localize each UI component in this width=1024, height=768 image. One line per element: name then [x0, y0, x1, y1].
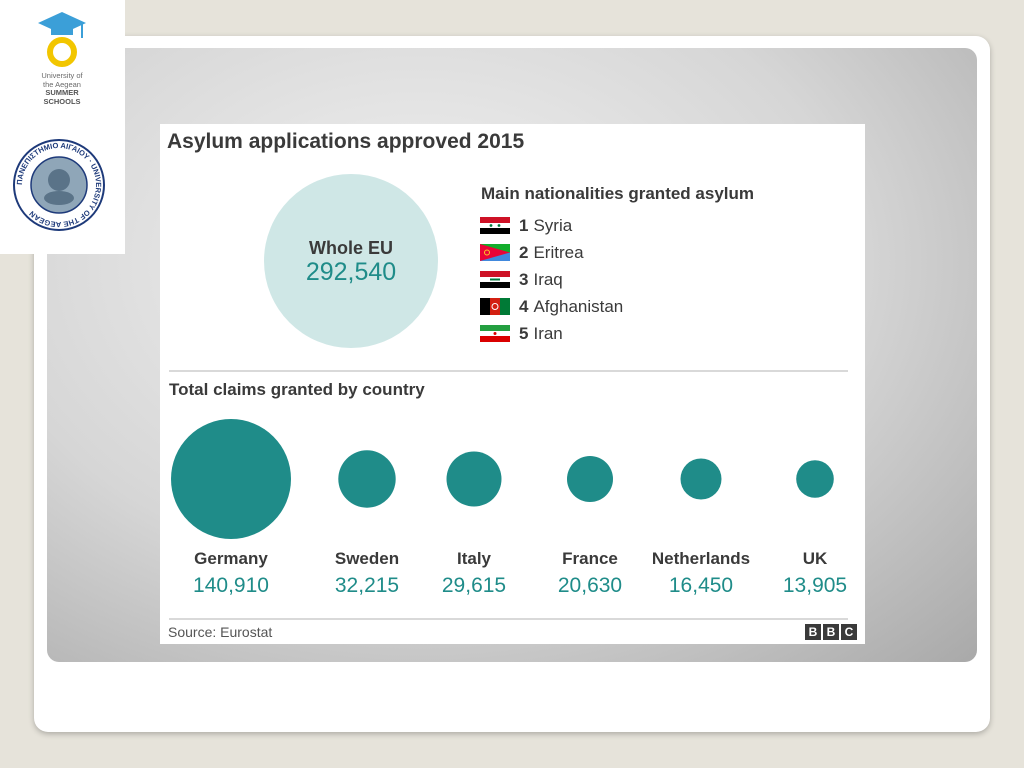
country-value-label: 20,630 [557, 574, 623, 597]
country-bubble [567, 456, 613, 502]
afghanistan-flag-icon [480, 298, 510, 315]
summer-schools-text: University of the Aegean SUMMER SCHOOLS [22, 71, 102, 106]
logo-panel: University of the Aegean SUMMER SCHOOLS … [0, 0, 125, 254]
country-name-label: Italy [456, 549, 492, 568]
nationality-name: Syria [533, 215, 573, 235]
country-bubble [171, 419, 291, 539]
section-divider [169, 370, 848, 372]
country-bubble [446, 451, 502, 507]
syria-flag-icon [480, 217, 510, 234]
country-value-label: 13,905 [782, 574, 848, 597]
country-name-label: UK [802, 549, 828, 568]
country-name-label: Germany [194, 549, 268, 568]
country-name-label: Sweden [334, 549, 400, 568]
eritrea-flag-icon [480, 244, 510, 261]
nationality-item: 2 Eritrea [480, 239, 623, 266]
nationality-rank: 2 [519, 242, 529, 262]
bbc-logo: B B C [803, 624, 857, 640]
nationalities-list: 1 Syria 2 Eritrea 3 Iraq 4 Afgha [480, 212, 623, 347]
nationality-item: 4 Afghanistan [480, 293, 623, 320]
country-value-label: 32,215 [334, 574, 400, 597]
iraq-flag-icon [480, 271, 510, 288]
nationality-item: 1 Syria [480, 212, 623, 239]
nationality-item: 3 Iraq [480, 266, 623, 293]
country-bubble [338, 450, 396, 508]
graduation-cap-icon [38, 12, 86, 67]
asylum-infographic: Asylum applications approved 2015 Whole … [160, 124, 865, 644]
summer-schools-logo: University of the Aegean SUMMER SCHOOLS [22, 8, 102, 120]
nationality-name: Afghanistan [533, 296, 624, 316]
bbc-logo-letter: B [805, 624, 821, 640]
iran-flag-icon [480, 325, 510, 342]
country-name-label: Netherlands [651, 549, 751, 568]
logo-program-line-1: SUMMER [45, 88, 79, 97]
country-name-label: France [562, 549, 618, 568]
bbc-logo-letter: B [823, 624, 839, 640]
nationality-name: Iran [533, 323, 563, 343]
nationalities-heading: Main nationalities granted asylum [481, 184, 755, 203]
country-value-label: 16,450 [668, 574, 734, 597]
bbc-logo-letter: C [841, 624, 857, 640]
whole-eu-bubble: Whole EU 292,540 [264, 174, 438, 348]
country-value-label: 29,615 [441, 574, 507, 597]
source-note: Source: Eurostat [168, 624, 273, 640]
nationality-rank: 3 [519, 269, 529, 289]
country-bubbles [171, 419, 834, 539]
logo-university-line-2: the Aegean [43, 79, 81, 89]
nationality-rank: 1 [519, 215, 529, 235]
nationality-rank: 5 [519, 323, 529, 343]
country-value-label: 140,910 [193, 574, 269, 597]
logo-program-line-2: SCHOOLS [43, 96, 81, 106]
claims-heading: Total claims granted by country [169, 380, 425, 399]
country-bubble [796, 460, 834, 498]
chart-title: Asylum applications approved 2015 [167, 130, 525, 153]
logo-university-line-1: University of [41, 71, 83, 80]
footer-divider [169, 618, 848, 620]
nationality-item: 5 Iran [480, 320, 623, 347]
whole-eu-value: 292,540 [305, 258, 397, 286]
whole-eu-label: Whole EU [309, 238, 393, 258]
nationality-name: Iraq [533, 269, 563, 289]
nationality-name: Eritrea [533, 242, 584, 262]
university-seal-logo: ΠΑΝΕΠΙΣΤΗΜΙΟ ΑΙΓΑΙΟΥ · UNIVERSITY OF THE… [12, 138, 106, 232]
nationality-rank: 4 [519, 296, 529, 316]
country-bubble [680, 458, 722, 500]
